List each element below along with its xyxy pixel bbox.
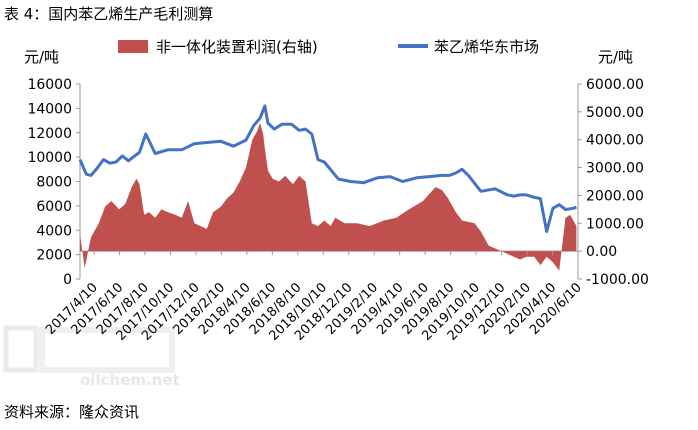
left-tick-label: 12000 — [27, 126, 72, 142]
left-axis-unit: 元/吨 — [24, 48, 59, 66]
watermark-text: oilchem.net — [80, 371, 180, 389]
left-tick-label: 16000 — [27, 77, 72, 93]
right-axis-unit: 元/吨 — [598, 48, 633, 66]
right-tick-label: 1000.00 — [586, 216, 644, 232]
left-tick-label: 0 — [63, 272, 72, 288]
right-tick-label: 0.00 — [586, 244, 617, 260]
left-tick-label: 4000 — [36, 223, 72, 239]
right-tick-label: 3000.00 — [586, 161, 644, 177]
legend-label-margin: 非一体化装置利润(右轴) — [156, 38, 318, 56]
right-tick-label: 4000.00 — [586, 133, 644, 149]
legend-swatch-margin — [118, 40, 148, 53]
source-note: 资料来源：隆众资讯 — [4, 403, 140, 421]
right-tick-label: -1000.00 — [586, 272, 649, 288]
legend: 非一体化装置利润(右轴) 苯乙烯华东市场 — [118, 38, 539, 56]
left-tick-label: 10000 — [27, 150, 72, 166]
left-tick-label: 6000 — [36, 199, 72, 215]
legend-label-market: 苯乙烯华东市场 — [434, 38, 539, 56]
watermark-logo: oilchem.net — [3, 325, 180, 389]
right-tick-label: 2000.00 — [586, 188, 644, 204]
left-tick-label: 14000 — [27, 101, 72, 117]
left-tick-label: 2000 — [36, 248, 72, 264]
right-tick-label: 6000.00 — [586, 77, 644, 93]
figure-caption: 表 4：国内苯乙烯生产毛利测算 — [4, 5, 214, 23]
right-tick-label: 5000.00 — [586, 105, 644, 121]
series-area-margin — [80, 123, 577, 271]
left-tick-label: 8000 — [36, 175, 72, 191]
series-line-market — [78, 104, 577, 233]
